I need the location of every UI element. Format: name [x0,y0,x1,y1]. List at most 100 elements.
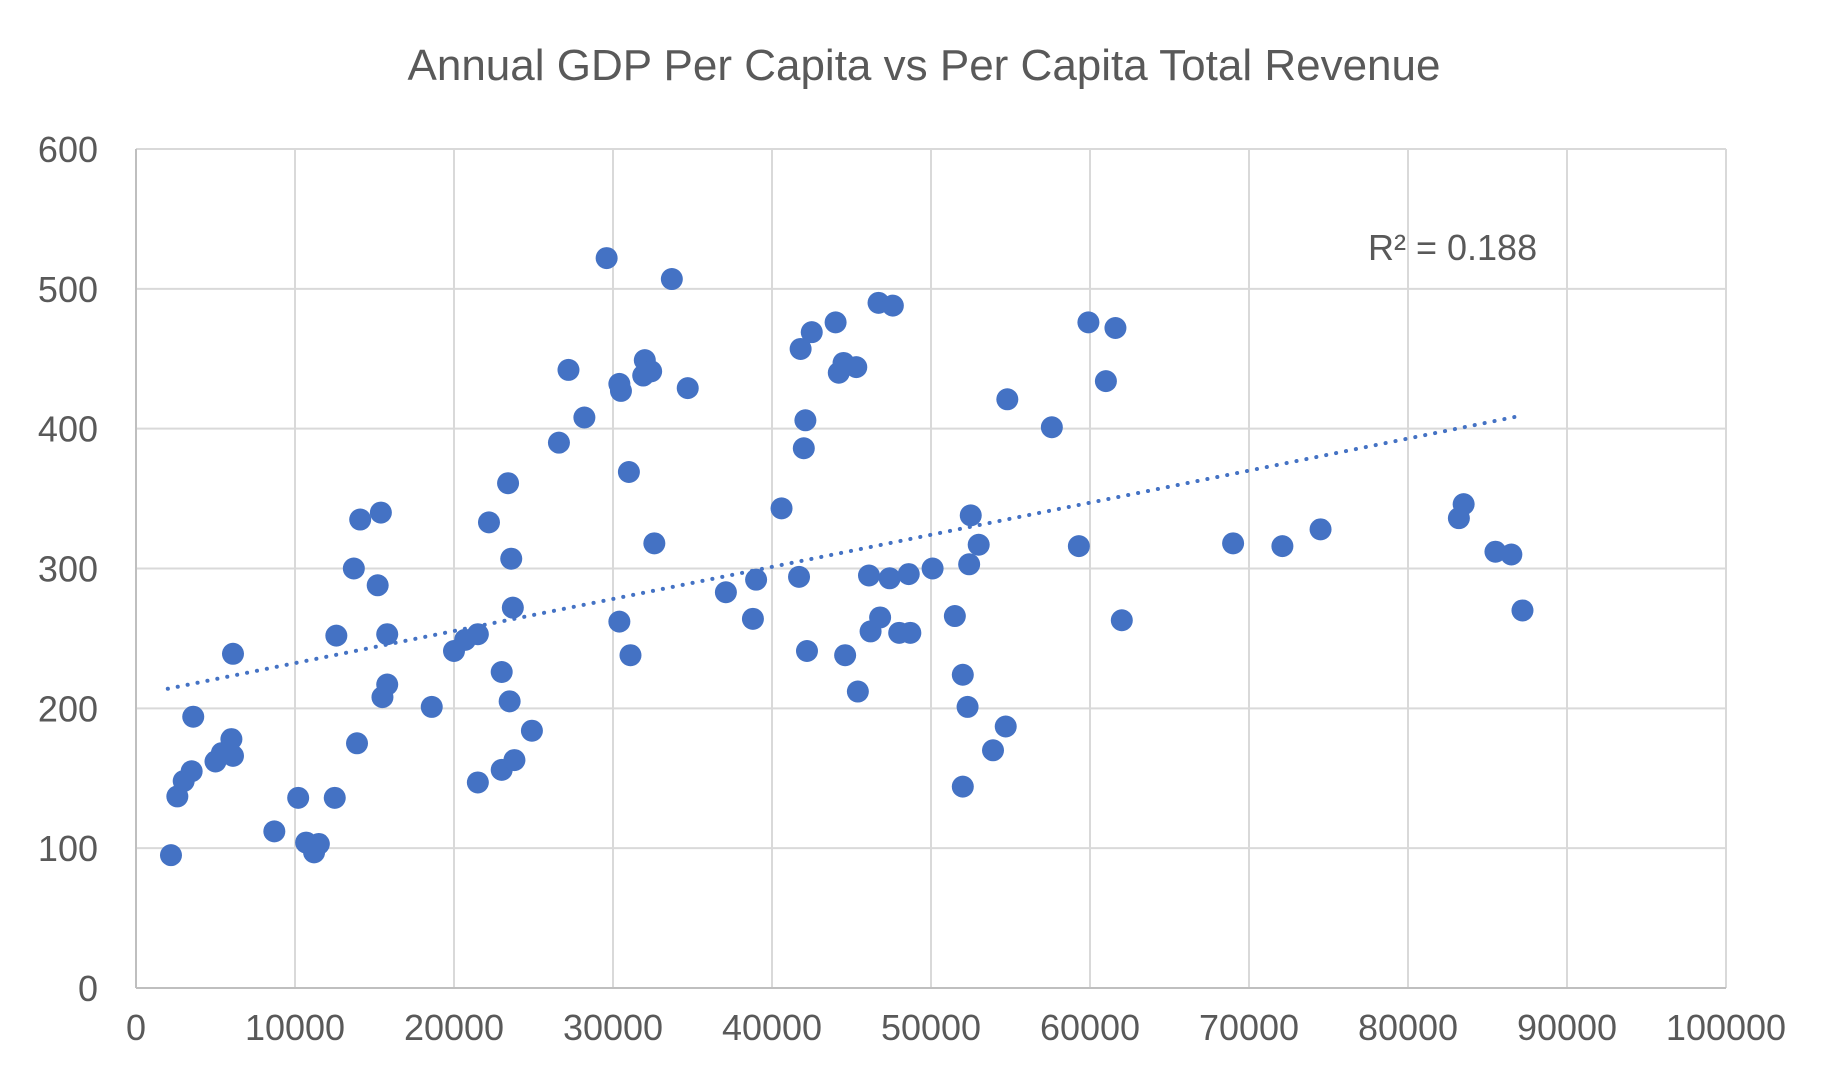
r-squared-annotation: R² = 0.188 [1368,227,1537,268]
scatter-point [376,623,399,646]
scatter-point [221,744,244,767]
scatter-point [1222,532,1245,555]
y-tick-label: 300 [38,549,98,590]
scatter-point [490,660,513,683]
scatter-point [834,644,857,667]
scatter-point [466,771,489,794]
scatter-point [1452,493,1475,516]
scatter-point [881,294,904,317]
scatter-point [420,695,443,718]
scatter-point [376,673,399,696]
scatter-point [220,728,243,751]
x-tick-label: 40000 [722,1007,822,1048]
x-tick-label: 80000 [1358,1007,1458,1048]
scatter-point [617,461,640,484]
scatter-point [1271,535,1294,558]
scatter-point [795,640,818,663]
scatter-point [897,563,920,586]
scatter-point [878,567,901,590]
scatter-point [958,553,981,576]
scatter-point [982,739,1005,762]
scatter-point [788,565,811,588]
scatter-point [500,547,523,570]
scatter-point [497,472,520,495]
scatter-point [1511,599,1534,622]
scatter-point [520,719,543,742]
scatter-point [498,690,521,713]
scatter-point [263,820,286,843]
x-tick-label: 30000 [563,1007,663,1048]
y-axis-tick-labels: 0 100 200 300 400 500 600 [38,129,98,1009]
scatter-point [325,624,348,647]
scatter-point [501,596,524,619]
scatter-point [1309,518,1332,541]
y-tick-label: 400 [38,409,98,450]
scatter-point [845,356,868,379]
scatter-point [1077,311,1100,334]
x-tick-label: 20000 [404,1007,504,1048]
scatter-point [573,406,596,429]
scatter-point [676,377,699,400]
scatter-point [714,581,737,604]
chart-title: Annual GDP Per Capita vs Per Capita Tota… [408,41,1441,90]
scatter-point [959,504,982,527]
scatter-point [660,268,683,291]
x-tick-label: 50000 [881,1007,981,1048]
data-points [159,247,1534,867]
scatter-point [745,568,768,591]
scatter-point [609,379,632,402]
scatter-point [557,358,580,381]
scatter-point [595,247,618,270]
scatter-point [824,311,847,334]
x-tick-label: 10000 [245,1007,345,1048]
scatter-point [794,409,817,432]
scatter-point [640,360,663,383]
scatter-point [789,337,812,360]
scatter-point [899,621,922,644]
y-tick-label: 100 [38,828,98,869]
y-tick-label: 500 [38,269,98,310]
x-axis-tick-labels: 0 10000 20000 30000 40000 50000 60000 70000 8000… [126,1007,1786,1048]
scatter-point [943,605,966,628]
y-tick-label: 0 [78,968,98,1009]
x-tick-label: 100000 [1666,1007,1786,1048]
scatter-point [323,786,346,809]
x-tick-label: 70000 [1199,1007,1299,1048]
scatter-point [1067,535,1090,558]
scatter-point [349,508,372,531]
scatter-point [951,775,974,798]
scatter-point [921,557,944,580]
gridlines [136,148,1727,988]
scatter-point [770,497,793,520]
scatter-point [287,786,310,809]
scatter-point [366,574,389,597]
x-tick-label: 90000 [1517,1007,1617,1048]
scatter-point [951,663,974,686]
x-tick-label: 60000 [1040,1007,1140,1048]
scatter-point [1500,543,1523,566]
scatter-point [800,321,823,344]
scatter-point [846,680,869,703]
scatter-point [1094,370,1117,393]
scatter-point [869,606,892,629]
x-tick-label: 0 [126,1007,146,1048]
scatter-point [792,437,815,460]
scatter-point [503,749,526,772]
y-tick-label: 600 [38,129,98,170]
axes [135,149,1726,989]
scatter-point [466,623,489,646]
scatter-point [182,705,205,728]
scatter-point [996,388,1019,411]
scatter-point [369,501,392,524]
scatter-point [967,533,990,556]
scatter-point [994,715,1017,738]
scatter-point [221,642,244,665]
scatter-point [180,760,203,783]
scatter-point [608,610,631,633]
scatter-point [1104,316,1127,339]
scatter-point [857,564,880,587]
scatter-point [1110,609,1133,632]
scatter-point [547,431,570,454]
scatter-point [1040,416,1063,439]
